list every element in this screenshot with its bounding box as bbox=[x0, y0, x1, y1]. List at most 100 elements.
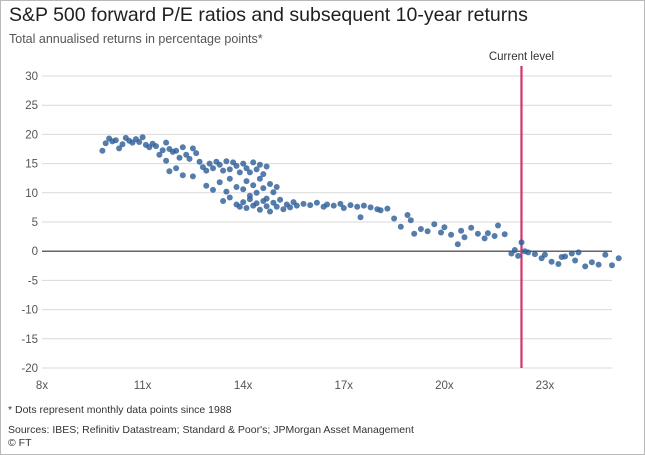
data-point bbox=[102, 140, 109, 147]
data-point bbox=[240, 186, 247, 193]
data-point bbox=[210, 186, 216, 193]
data-point bbox=[233, 162, 240, 169]
x-tick-label: 8x bbox=[36, 380, 48, 392]
data-point bbox=[267, 208, 273, 215]
data-point bbox=[226, 175, 233, 182]
data-point bbox=[112, 137, 119, 144]
data-point bbox=[223, 158, 230, 165]
data-point bbox=[179, 172, 186, 179]
data-point bbox=[582, 263, 589, 270]
x-tick-label: 23x bbox=[536, 380, 555, 392]
data-point bbox=[595, 261, 602, 268]
data-point bbox=[250, 159, 257, 166]
data-point bbox=[189, 145, 196, 152]
data-point bbox=[196, 158, 203, 165]
data-point bbox=[263, 163, 270, 170]
data-point bbox=[458, 227, 465, 234]
data-point bbox=[253, 200, 260, 207]
data-point bbox=[391, 215, 398, 222]
y-tick-label: -15 bbox=[21, 334, 38, 346]
data-point bbox=[602, 251, 609, 258]
data-point bbox=[511, 247, 518, 253]
data-point bbox=[156, 151, 163, 158]
data-point bbox=[119, 141, 126, 148]
data-point bbox=[240, 160, 247, 167]
footnote: * Dots represent monthly data points sin… bbox=[8, 404, 232, 416]
data-point bbox=[256, 161, 263, 168]
data-point bbox=[515, 252, 522, 259]
y-tick-label: 15 bbox=[25, 159, 38, 171]
current-level-label: Current level bbox=[489, 51, 554, 63]
data-point bbox=[273, 203, 280, 210]
data-point bbox=[340, 205, 347, 211]
data-point bbox=[270, 199, 277, 206]
data-point bbox=[562, 253, 569, 260]
data-point bbox=[226, 166, 233, 173]
data-point bbox=[481, 235, 488, 242]
data-point bbox=[220, 198, 227, 204]
data-point bbox=[572, 257, 579, 264]
y-tick-label: 30 bbox=[25, 71, 38, 83]
data-point bbox=[163, 157, 170, 164]
data-point bbox=[236, 169, 243, 176]
data-point bbox=[588, 259, 595, 266]
data-point bbox=[99, 147, 106, 154]
data-point bbox=[518, 239, 525, 246]
data-point bbox=[495, 222, 501, 229]
data-point bbox=[541, 251, 548, 258]
data-point bbox=[300, 200, 307, 207]
data-points bbox=[99, 134, 622, 270]
data-point bbox=[337, 200, 344, 207]
data-point bbox=[609, 262, 615, 269]
data-point bbox=[484, 230, 491, 237]
data-point bbox=[417, 226, 424, 232]
data-point bbox=[555, 261, 562, 267]
data-point bbox=[468, 224, 475, 231]
data-point bbox=[548, 258, 555, 265]
data-point bbox=[568, 250, 575, 257]
data-point bbox=[441, 224, 448, 231]
data-point bbox=[176, 154, 183, 161]
data-point bbox=[243, 178, 250, 185]
data-point bbox=[474, 230, 481, 237]
data-point bbox=[193, 150, 200, 157]
data-point bbox=[206, 160, 213, 167]
data-point bbox=[136, 139, 143, 145]
data-point bbox=[360, 202, 367, 209]
data-point bbox=[216, 161, 223, 168]
data-point bbox=[246, 196, 253, 203]
x-tick-label: 14x bbox=[234, 380, 253, 392]
data-point bbox=[347, 202, 354, 209]
data-point bbox=[377, 207, 384, 214]
data-point bbox=[491, 233, 498, 239]
y-tick-label: -10 bbox=[21, 305, 38, 317]
chart-title: S&P 500 forward P/E ratios and subsequen… bbox=[9, 4, 528, 26]
data-point bbox=[139, 134, 146, 141]
sources-note: Sources: IBES; Refinitiv Datastream; Sta… bbox=[8, 424, 414, 436]
data-point bbox=[153, 143, 159, 150]
reference-line-group: Current level bbox=[489, 51, 554, 368]
data-point bbox=[270, 189, 277, 196]
x-tick-label: 20x bbox=[435, 380, 454, 392]
data-point bbox=[277, 196, 284, 203]
data-point bbox=[233, 184, 240, 190]
data-point bbox=[384, 205, 391, 212]
data-point bbox=[179, 144, 186, 151]
data-point bbox=[256, 206, 263, 213]
data-point bbox=[256, 175, 263, 182]
data-point bbox=[226, 194, 233, 201]
data-point bbox=[186, 155, 193, 162]
data-point bbox=[203, 167, 210, 174]
y-tick-label: 10 bbox=[25, 188, 38, 200]
data-point bbox=[454, 241, 461, 248]
data-point bbox=[525, 249, 532, 256]
data-point bbox=[173, 165, 180, 172]
data-point bbox=[267, 181, 273, 187]
data-point bbox=[189, 173, 196, 180]
chart-subtitle: Total annualised returns in percentage p… bbox=[9, 32, 263, 46]
data-point bbox=[448, 231, 455, 238]
data-point bbox=[223, 188, 230, 195]
y-tick-label: 20 bbox=[25, 129, 38, 141]
data-point bbox=[166, 168, 173, 175]
data-point bbox=[313, 199, 320, 206]
